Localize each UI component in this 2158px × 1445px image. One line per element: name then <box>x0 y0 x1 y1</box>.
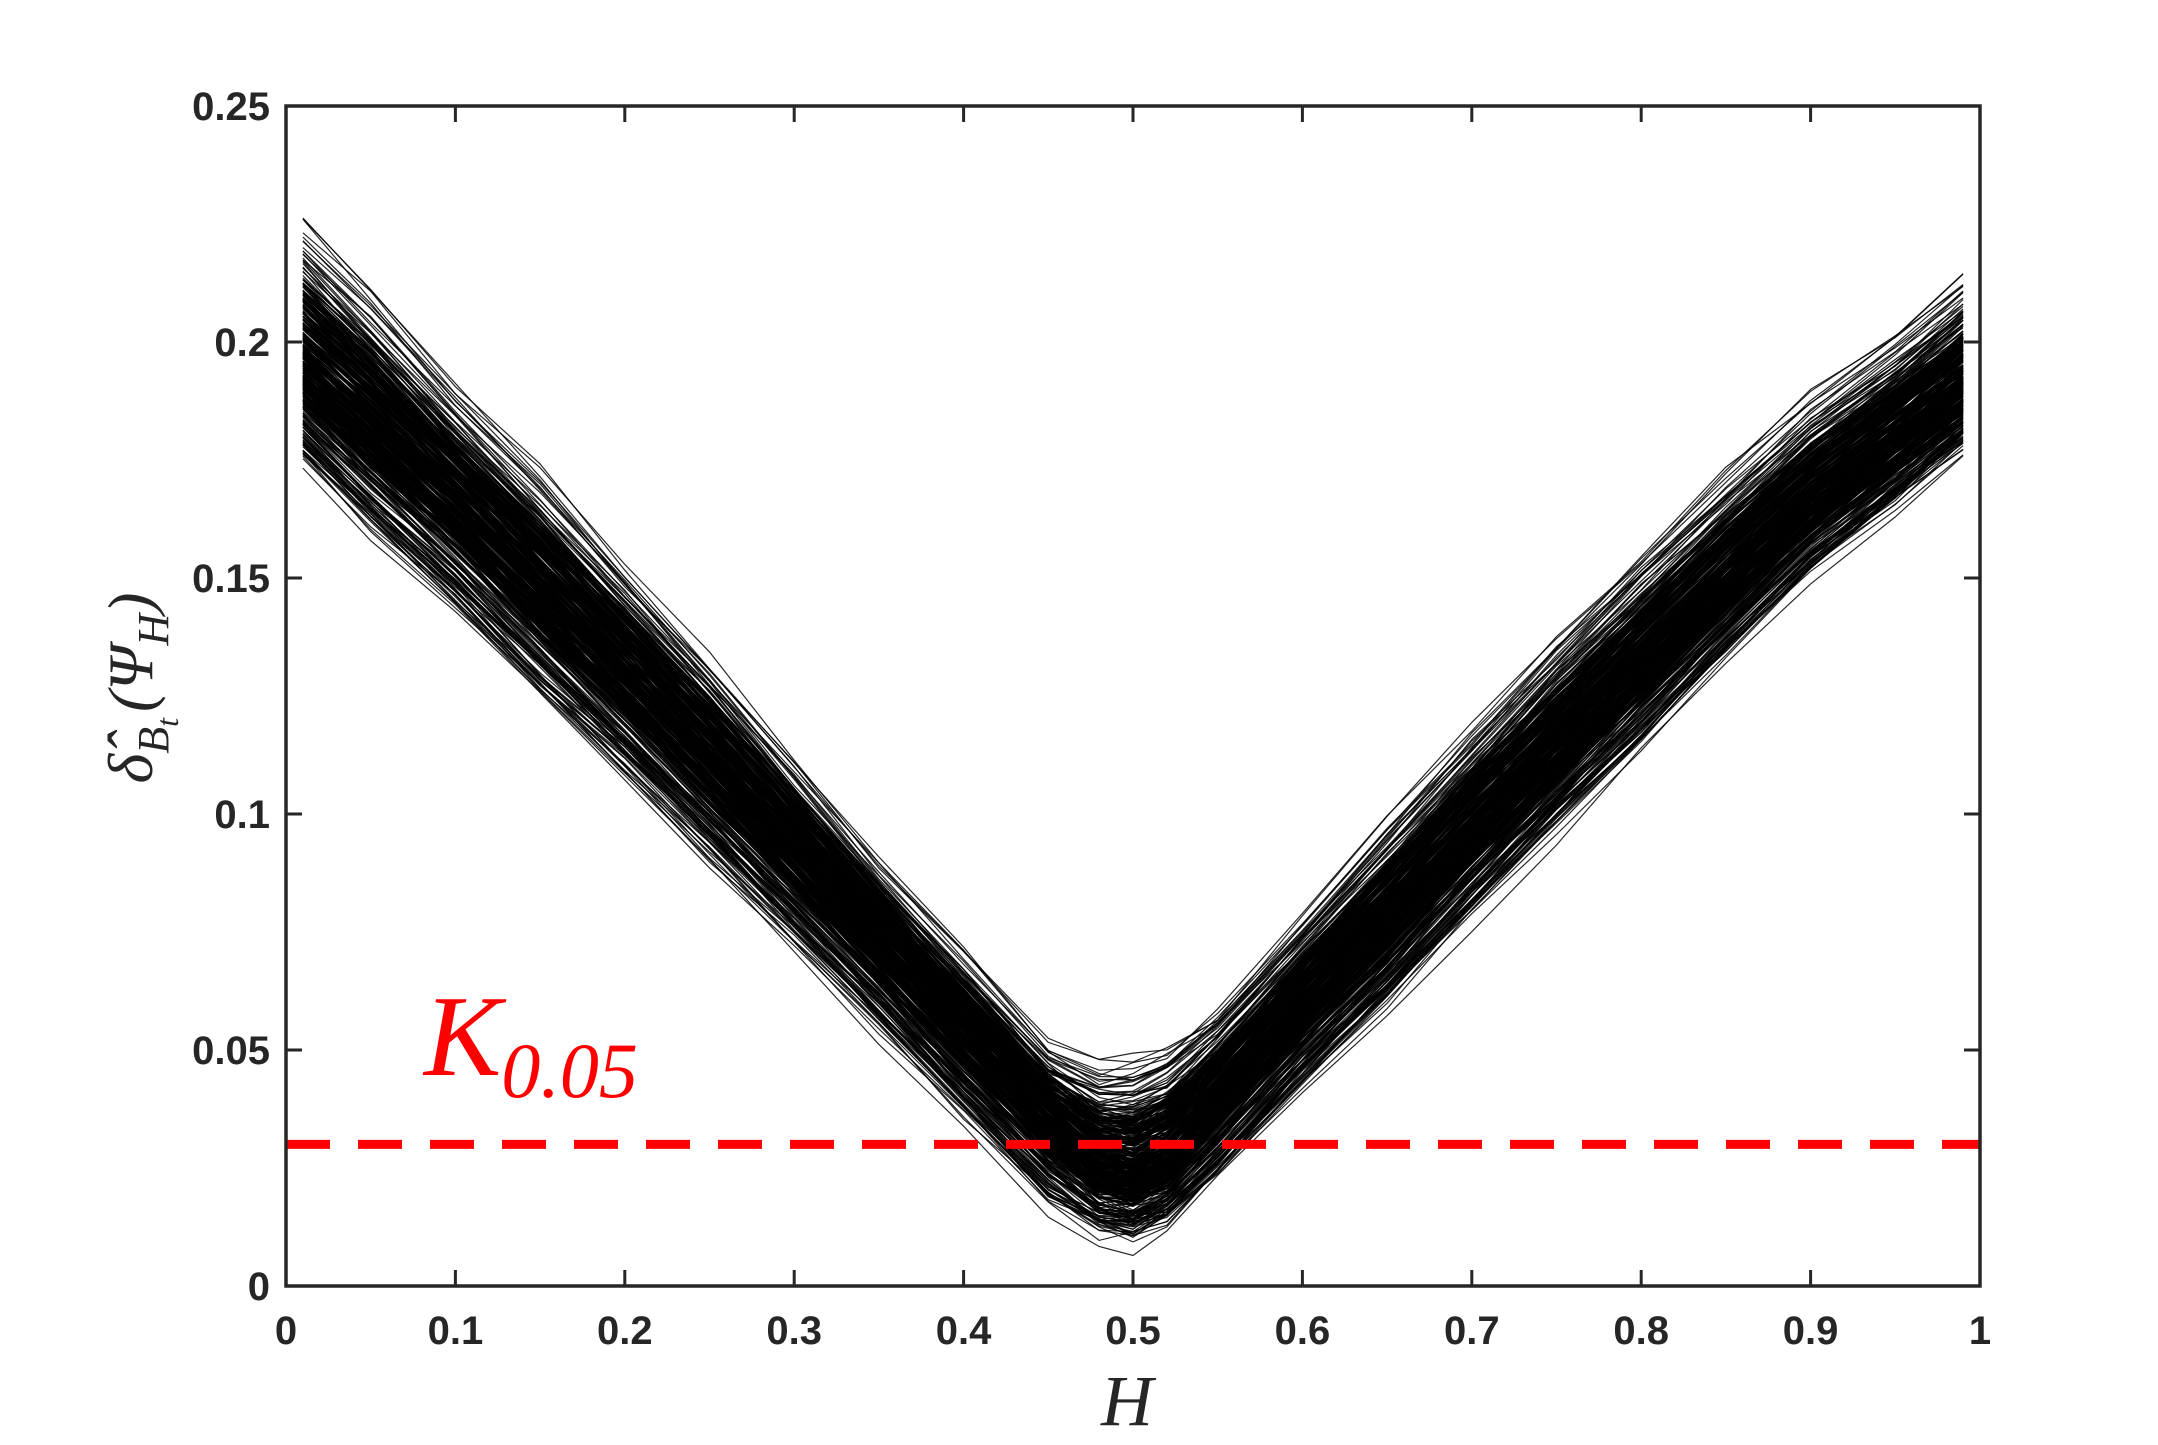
x-tick-label: 0.4 <box>936 1309 992 1353</box>
y-tick-label: 0 <box>248 1265 270 1309</box>
threshold-label-sub: 0.05 <box>501 1027 638 1114</box>
series-curve <box>302 415 1964 1214</box>
x-tick-label: 0.1 <box>428 1309 484 1353</box>
series-curve <box>302 312 1964 1135</box>
series-curve <box>302 283 1964 1113</box>
series-curve <box>302 218 1964 1061</box>
series-curve <box>302 218 1964 1071</box>
y-axis-label-subsubscript: t <box>149 717 185 727</box>
series-curve <box>302 311 1964 1130</box>
series-curve <box>302 336 1964 1152</box>
series-curve <box>302 259 1964 1094</box>
threshold-label: K0.05 <box>422 973 638 1114</box>
y-axis-label-argument-subscript: H <box>129 612 178 647</box>
series-curve <box>302 421 1964 1223</box>
y-axis-label-argument-open: (Ψ <box>95 641 166 712</box>
series-curve <box>302 378 1964 1206</box>
y-axis-label: δ̂Bt(ΨH) <box>95 593 185 784</box>
x-tick-label: 0.3 <box>766 1309 822 1353</box>
series-curve <box>302 341 1964 1166</box>
series-curve <box>302 415 1964 1208</box>
series-curve <box>302 392 1964 1200</box>
x-tick-label: 1 <box>1969 1309 1991 1353</box>
x-tick-label: 0.7 <box>1444 1309 1500 1353</box>
series-curve <box>302 332 1964 1158</box>
series-curve <box>302 448 1964 1243</box>
axes-layer: 0 0.1 0.2 0.3 0.4 0.5 0.6 0.7 0.8 0.9 1 0 0.05 0.1 0.1… <box>192 85 1991 1353</box>
labels-layer: H δ̂Bt(ΨH) K0.05 <box>95 593 1157 1441</box>
x-tick-label: 0 <box>275 1309 297 1353</box>
series-curve <box>302 426 1964 1226</box>
series-curve <box>302 400 1964 1190</box>
series-curve <box>302 345 1964 1144</box>
x-tick-label: 0.2 <box>597 1309 653 1353</box>
series-curve <box>302 261 1964 1096</box>
series-curve <box>302 286 1964 1112</box>
series-curve <box>302 401 1964 1197</box>
x-tick-label: 0.5 <box>1105 1309 1161 1353</box>
series-curve <box>302 439 1964 1217</box>
x-tick-label: 0.6 <box>1275 1309 1331 1353</box>
series-curve <box>302 423 1964 1225</box>
series-curve <box>302 217 1964 1063</box>
series-curve <box>302 377 1964 1174</box>
y-tick-label: 0.1 <box>214 793 270 837</box>
series-curve <box>302 301 1964 1137</box>
series-curve <box>302 423 1964 1220</box>
y-axis-label-subscript: B <box>129 727 178 754</box>
curves-layer <box>302 217 1964 1257</box>
y-axis-label-argument-close: ) <box>95 593 166 618</box>
series-curve <box>302 254 1964 1103</box>
series-curve <box>302 332 1964 1154</box>
series-curve <box>302 428 1964 1230</box>
y-tick-label: 0.2 <box>214 321 270 365</box>
series-curve <box>302 441 1964 1227</box>
svg-text:δ̂Bt(ΨH): δ̂Bt(ΨH) <box>95 593 185 784</box>
series-curve <box>302 449 1964 1238</box>
x-tick-label: 0.9 <box>1783 1309 1839 1353</box>
series-curve <box>302 250 1964 1089</box>
series-curve <box>302 303 1964 1111</box>
x-axis-label: H <box>1100 1361 1157 1440</box>
y-tick-label: 0.05 <box>192 1029 270 1073</box>
series-curve <box>302 405 1964 1202</box>
series-curve <box>302 315 1964 1133</box>
threshold-label-main: K <box>422 973 507 1101</box>
series-curve <box>302 392 1964 1196</box>
y-tick-label: 0.25 <box>192 85 270 129</box>
x-tick-label: 0.8 <box>1613 1309 1669 1353</box>
series-curve <box>302 372 1964 1186</box>
y-tick-label: 0.15 <box>192 557 270 601</box>
series-curve <box>302 360 1964 1164</box>
series-curve <box>302 442 1964 1235</box>
series-curve <box>302 346 1964 1159</box>
series-curve <box>302 375 1964 1183</box>
series-curve <box>302 304 1964 1128</box>
series-curve <box>302 328 1964 1143</box>
series-curve <box>302 351 1964 1158</box>
series-curve <box>302 250 1964 1078</box>
